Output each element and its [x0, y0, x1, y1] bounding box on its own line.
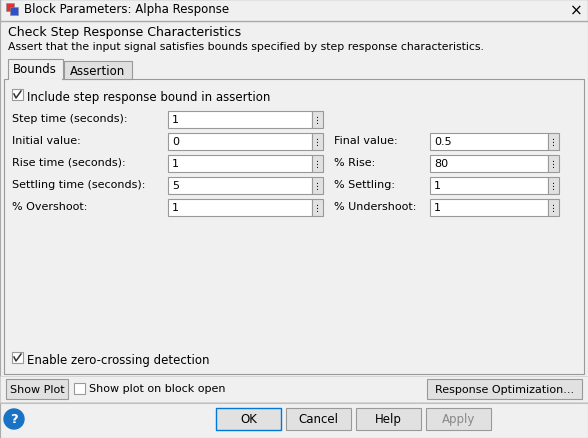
Text: 80: 80: [434, 159, 448, 169]
Bar: [168, 177, 312, 194]
Text: ⋮: ⋮: [549, 138, 558, 147]
Bar: [548, 155, 559, 173]
Text: ⋮: ⋮: [313, 204, 322, 212]
Text: Assertion: Assertion: [71, 65, 126, 78]
Bar: [168, 155, 312, 173]
Bar: [0, 0, 588, 22]
Bar: [430, 177, 548, 194]
Text: Initial value:: Initial value:: [12, 136, 81, 146]
Text: ⋮: ⋮: [313, 116, 322, 125]
Bar: [430, 155, 548, 173]
Text: Include step response bound in assertion: Include step response bound in assertion: [27, 91, 270, 104]
Bar: [286, 408, 351, 430]
Text: Enable zero-crossing detection: Enable zero-crossing detection: [27, 353, 209, 366]
Text: Block Parameters: Alpha Response: Block Parameters: Alpha Response: [24, 3, 229, 16]
Bar: [427, 379, 582, 399]
Text: 0: 0: [172, 137, 179, 147]
Bar: [6, 379, 68, 399]
Text: 1: 1: [172, 203, 179, 213]
Bar: [4, 80, 584, 374]
Text: 5: 5: [172, 181, 179, 191]
Text: % Settling:: % Settling:: [334, 180, 395, 190]
Text: ⋮: ⋮: [549, 182, 558, 191]
Text: Show plot on block open: Show plot on block open: [89, 383, 226, 393]
Bar: [6, 4, 14, 12]
Text: ⋮: ⋮: [313, 182, 322, 191]
Text: Check Step Response Characteristics: Check Step Response Characteristics: [8, 26, 241, 39]
Text: Help: Help: [375, 413, 402, 426]
Text: Response Optimization...: Response Optimization...: [435, 384, 574, 394]
Bar: [312, 134, 323, 151]
Bar: [312, 200, 323, 216]
Text: Settling time (seconds):: Settling time (seconds):: [12, 180, 145, 190]
Text: 1: 1: [172, 115, 179, 125]
Bar: [168, 134, 312, 151]
Bar: [312, 155, 323, 173]
Bar: [312, 177, 323, 194]
Circle shape: [4, 409, 24, 429]
Bar: [430, 134, 548, 151]
Bar: [430, 200, 548, 216]
Text: Rise time (seconds):: Rise time (seconds):: [12, 158, 126, 168]
Bar: [12, 352, 23, 363]
Bar: [168, 200, 312, 216]
Bar: [548, 200, 559, 216]
Text: Assert that the input signal satisfies bounds specified by step response charact: Assert that the input signal satisfies b…: [8, 42, 484, 52]
Bar: [0, 376, 588, 402]
Bar: [9, 79, 62, 81]
Text: ?: ?: [10, 413, 18, 426]
Bar: [64, 62, 132, 80]
Text: Bounds: Bounds: [13, 63, 57, 76]
Text: ⋮: ⋮: [313, 138, 322, 147]
Text: Show Plot: Show Plot: [9, 384, 64, 394]
Text: ×: ×: [570, 4, 582, 18]
Text: Apply: Apply: [442, 413, 475, 426]
Text: 1: 1: [434, 181, 441, 191]
Bar: [10, 8, 18, 16]
Text: 0.5: 0.5: [434, 137, 452, 147]
Text: % Rise:: % Rise:: [334, 158, 375, 168]
Text: OK: OK: [240, 413, 257, 426]
Text: Cancel: Cancel: [299, 413, 339, 426]
Bar: [548, 134, 559, 151]
Bar: [168, 112, 312, 129]
Text: Final value:: Final value:: [334, 136, 397, 146]
Text: ⋮: ⋮: [313, 159, 322, 169]
Bar: [74, 383, 85, 394]
Text: % Overshoot:: % Overshoot:: [12, 201, 88, 212]
Text: ⋮: ⋮: [549, 159, 558, 169]
Text: ⋮: ⋮: [549, 204, 558, 212]
Text: 1: 1: [434, 203, 441, 213]
Text: % Undershoot:: % Undershoot:: [334, 201, 416, 212]
Bar: [356, 408, 421, 430]
Bar: [548, 177, 559, 194]
Bar: [8, 60, 63, 80]
Text: 1: 1: [172, 159, 179, 169]
Bar: [312, 112, 323, 129]
Bar: [12, 90, 23, 101]
Text: Step time (seconds):: Step time (seconds):: [12, 114, 128, 124]
Bar: [216, 408, 281, 430]
Bar: [426, 408, 491, 430]
